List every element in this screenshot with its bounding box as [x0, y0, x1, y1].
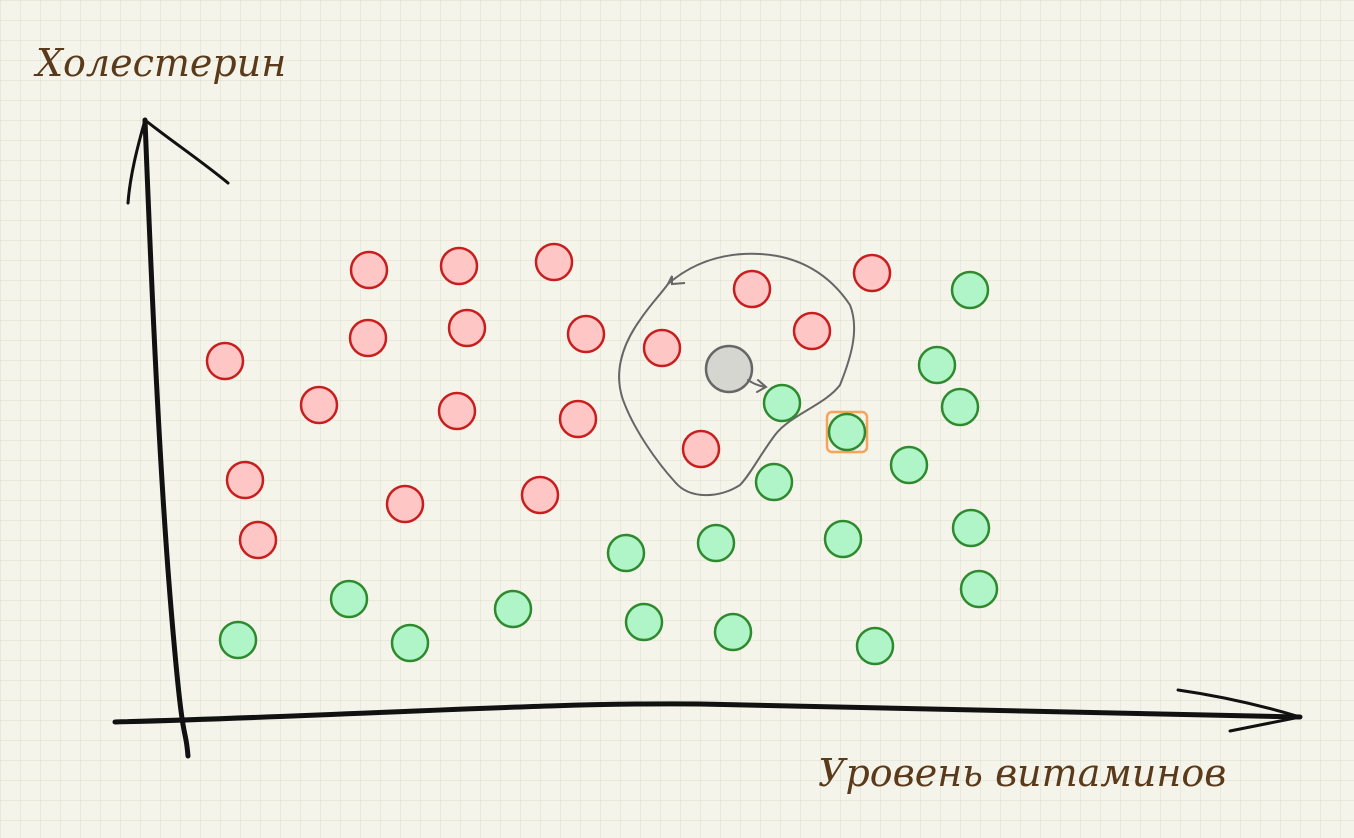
green-point — [329, 579, 369, 619]
data-points — [205, 242, 999, 666]
green-point — [917, 345, 957, 385]
green-point — [889, 445, 929, 485]
unknown-point-arrowhead — [756, 379, 768, 393]
green-point — [950, 270, 990, 310]
red-point — [792, 311, 832, 351]
highlight-box — [825, 410, 869, 454]
green-point — [823, 519, 863, 559]
x-axis-line — [112, 701, 1303, 725]
red-point — [534, 242, 574, 282]
green-point — [218, 620, 258, 660]
red-point — [299, 385, 339, 425]
green-point — [624, 602, 664, 642]
y-axis — [126, 117, 230, 759]
red-point — [520, 475, 560, 515]
green-point — [940, 387, 980, 427]
y-axis-arrowhead-right — [143, 118, 230, 185]
y-axis-line — [142, 117, 191, 759]
green-point — [855, 626, 895, 666]
x-axis-label: Уровень витаминов — [818, 751, 1226, 795]
y-axis-label: Холестерин — [33, 41, 286, 85]
neighborhood-outline — [618, 252, 856, 497]
red-point — [642, 328, 682, 368]
red-point — [385, 484, 425, 524]
red-point — [437, 391, 477, 431]
highlighted-green-point — [827, 412, 867, 452]
neighborhood-outline-tick — [667, 275, 686, 286]
red-point — [852, 253, 892, 293]
red-point — [447, 308, 487, 348]
unknown-point-arrow — [747, 379, 766, 388]
red-point — [439, 246, 479, 286]
red-point — [205, 341, 245, 381]
green-point — [713, 612, 753, 652]
y-axis-arrowhead-left — [126, 118, 147, 205]
x-axis-arrowhead-upper — [1176, 688, 1302, 719]
green-point — [959, 569, 999, 609]
green-point — [696, 523, 736, 563]
x-axis-arrowhead-lower — [1228, 715, 1302, 733]
red-point — [558, 399, 598, 439]
green-point — [606, 533, 646, 573]
green-point — [493, 589, 533, 629]
red-point — [238, 520, 278, 560]
green-point — [754, 462, 794, 502]
green-point — [951, 508, 991, 548]
red-point — [681, 429, 721, 469]
x-axis — [112, 688, 1303, 733]
red-point — [566, 314, 606, 354]
green-point — [390, 623, 430, 663]
red-point — [349, 250, 389, 290]
red-point — [225, 460, 265, 500]
unknown-point — [704, 344, 754, 394]
green-point — [762, 383, 802, 423]
red-point — [732, 269, 772, 309]
red-point — [348, 318, 388, 358]
